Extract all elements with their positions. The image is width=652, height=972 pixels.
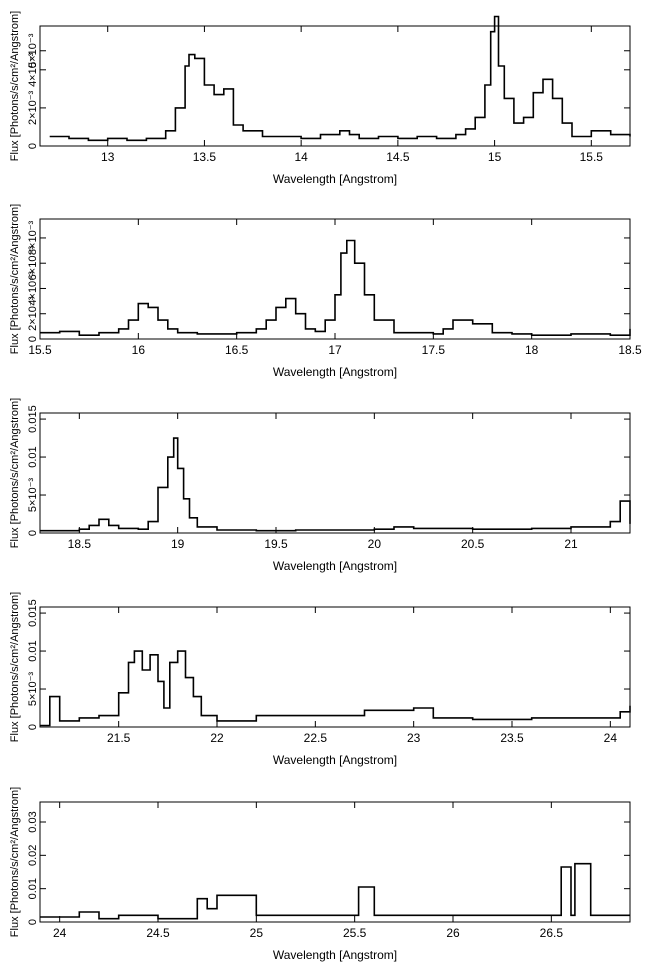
x-tick-label: 15.5 (580, 150, 604, 164)
x-tick-label: 22.5 (304, 731, 328, 745)
x-tick-label: 15.5 (28, 343, 52, 357)
y-tick-label: 4×10⁻³ (27, 271, 39, 306)
spectrum-series-line (40, 239, 631, 336)
x-tick-label: 22 (210, 731, 224, 745)
x-tick-label: 20 (368, 537, 382, 551)
x-tick-label: 23.5 (500, 731, 524, 745)
x-tick-label: 21.5 (107, 731, 131, 745)
y-tick-label: 6×10⁻³ (27, 246, 39, 281)
chart-panel-4: 21.5 22 22.5 23 23.5 24 0 5×10⁻³ 0.01 0.015 Wavele… (9, 592, 631, 767)
y-tick-label: 0.01 (27, 878, 39, 899)
chart-panel-5: 24 24.5 25 25.5 26 26.5 0 0.01 0.02 0.03 Wavelengt… (9, 787, 631, 962)
spectrum-series-line (40, 437, 631, 532)
x-tick-label: 25.5 (343, 926, 367, 940)
x-tick-label: 24 (53, 926, 67, 940)
x-tick-label: 16 (132, 343, 146, 357)
chart-panel-2: 15.5 16 16.5 17 17.5 18 18.5 0 2×10⁻³4×10⁻³6×10⁻… (9, 204, 642, 379)
plot-frame (39, 801, 631, 923)
x-tick-label: 15 (488, 150, 502, 164)
x-axis-label: Wavelength [Angstrom] (273, 365, 397, 379)
x-tick-label: 14 (294, 150, 308, 164)
y-tick-label: 0.01 (27, 446, 39, 467)
y-tick-label: 0.015 (27, 405, 39, 433)
x-tick-label: 18 (525, 343, 539, 357)
x-tick-label: 19.5 (264, 537, 288, 551)
x-tick-label: 17.5 (422, 343, 446, 357)
y-tick-label: 0 (27, 919, 39, 925)
x-tick-label: 14.5 (386, 150, 410, 164)
y-axis-label: Flux [Photons/s/cm²/Angstrom] (9, 398, 21, 548)
x-axis-label: Wavelength [Angstrom] (273, 753, 397, 767)
chart-panel-1: 13 13.5 14 14.5 15 15.5 0 2×10⁻³ 4×10⁻³5×10⁻³ Wav… (9, 11, 631, 186)
plot-frame (39, 25, 631, 147)
x-tick-label: 13 (101, 150, 115, 164)
y-tick-label: 5×10⁻³ (27, 478, 39, 513)
x-axis-label: Wavelength [Angstrom] (273, 172, 397, 186)
y-tick-label: 0.02 (27, 845, 39, 866)
x-tick-label: 23 (407, 731, 421, 745)
y-axis-label: Flux [Photons/s/cm²/Angstrom] (9, 11, 21, 161)
x-tick-label: 19 (171, 537, 185, 551)
y-tick-label: 0 (27, 143, 39, 149)
spectrum-series-line (49, 15, 631, 142)
x-tick-label: 24.5 (146, 926, 170, 940)
spectrum-series-line (40, 862, 630, 920)
chart-panel-3: 18.5 19 19.5 20 20.5 21 0 5×10⁻³ 0.01 0.015 Wavele… (9, 398, 631, 573)
y-axis-label: Flux [Photons/s/cm²/Angstrom] (9, 592, 21, 742)
x-tick-label: 21 (564, 537, 578, 551)
x-tick-label: 26.5 (540, 926, 564, 940)
y-tick-label: 5×10⁻³ (27, 672, 39, 707)
y-tick-label: 2×10⁻³ (27, 296, 39, 331)
y-tick-label: 2×10⁻³ (27, 90, 39, 125)
plot-frame (39, 606, 631, 728)
spectrum-series-line (40, 650, 631, 727)
x-tick-label: 20.5 (461, 537, 485, 551)
y-tick-label: 4×10⁻³ (27, 52, 39, 87)
y-axis-label: Flux [Photons/s/cm²/Angstrom] (9, 787, 21, 937)
y-tick-label: 0 (27, 724, 39, 730)
plot-frame (39, 412, 631, 534)
x-tick-label: 18.5 (618, 343, 642, 357)
x-tick-label: 13.5 (193, 150, 217, 164)
y-tick-label: 0 (27, 336, 39, 342)
y-tick-label: 0.03 (27, 811, 39, 832)
y-tick-label: 0.015 (27, 599, 39, 627)
x-tick-label: 24 (604, 731, 618, 745)
y-tick-label: 0.01 (27, 640, 39, 661)
x-axis-label: Wavelength [Angstrom] (273, 948, 397, 962)
y-axis-label: Flux [Photons/s/cm²/Angstrom] (9, 204, 21, 354)
x-tick-label: 25 (250, 926, 264, 940)
x-tick-label: 26 (446, 926, 460, 940)
y-tick-label: 5×10⁻³ (27, 33, 39, 68)
y-tick-label: 8×10⁻³ (27, 220, 39, 255)
y-tick-label: 0 (27, 530, 39, 536)
x-axis-label: Wavelength [Angstrom] (273, 559, 397, 573)
x-tick-label: 18.5 (68, 537, 92, 551)
x-tick-label: 16.5 (225, 343, 249, 357)
x-tick-label: 17 (328, 343, 342, 357)
